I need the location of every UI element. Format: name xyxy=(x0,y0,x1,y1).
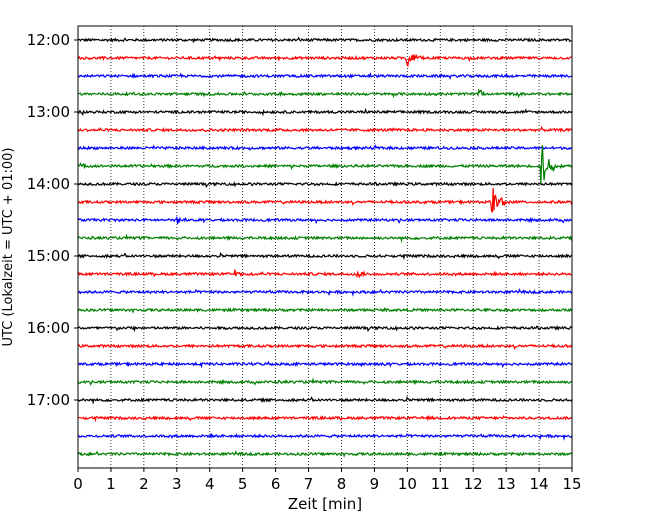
vertical-grid xyxy=(110,26,540,468)
trace-1400 xyxy=(77,181,573,189)
trace-1615 xyxy=(77,343,573,351)
trace-1745 xyxy=(77,450,573,458)
x-tick-label: 8 xyxy=(337,475,347,493)
x-tick-label: 11 xyxy=(431,475,450,493)
x-tick-label: 5 xyxy=(238,475,248,493)
trace-1245 xyxy=(77,88,573,99)
y-tick-label: 13:00 xyxy=(27,103,70,121)
trace-1630 xyxy=(78,360,573,369)
trace-1700 xyxy=(77,395,573,405)
x-tick-label: 3 xyxy=(172,475,182,493)
x-tick-label: 9 xyxy=(370,475,380,493)
x-tick-label: 12 xyxy=(464,475,483,493)
seismic-traces xyxy=(77,36,573,458)
x-tick-label: 10 xyxy=(398,475,417,493)
trace-1430 xyxy=(77,215,573,225)
x-tick-label: 13 xyxy=(497,475,516,493)
trace-1515 xyxy=(77,269,572,279)
x-tick-label: 0 xyxy=(73,475,83,493)
trace-1730 xyxy=(77,433,573,441)
x-tick-label: 4 xyxy=(205,475,215,493)
y-axis-label: UTC (Lokalzeit = UTC + 01:00) xyxy=(1,148,16,347)
x-tick-label: 7 xyxy=(304,475,314,493)
x-axis-label: Zeit [min] xyxy=(288,495,362,513)
trace-1330 xyxy=(77,144,573,151)
y-tick-label: 14:00 xyxy=(27,175,70,193)
trace-1530 xyxy=(77,288,573,297)
trace-1345 xyxy=(77,145,573,184)
trace-1645 xyxy=(77,377,573,386)
y-tick-label: 17:00 xyxy=(27,391,70,409)
trace-1315 xyxy=(77,125,573,133)
x-tick-label: 1 xyxy=(106,475,116,493)
x-axis-ticks: 0 1 2 3 4 5 6 7 8 9 10 11 12 13 14 15 xyxy=(73,468,582,493)
trace-1600 xyxy=(78,325,573,333)
trace-1445 xyxy=(77,233,573,243)
trace-1500 xyxy=(77,251,573,261)
trace-1415 xyxy=(77,187,573,213)
x-tick-label: 14 xyxy=(530,475,549,493)
trace-1545 xyxy=(77,307,573,314)
x-tick-label: 15 xyxy=(562,475,581,493)
y-tick-label: 16:00 xyxy=(27,319,70,337)
trace-1300 xyxy=(77,107,573,117)
x-tick-label: 6 xyxy=(271,475,281,493)
trace-1200 xyxy=(77,36,572,43)
y-tick-label: 12:00 xyxy=(27,31,70,49)
y-axis-ticks: 12:00 13:00 14:00 15:00 16:00 17:00 xyxy=(27,31,78,409)
y-tick-label: 15:00 xyxy=(27,247,70,265)
x-tick-label: 2 xyxy=(139,475,149,493)
trace-1215 xyxy=(77,53,573,68)
trace-1230 xyxy=(77,71,573,81)
plot-frame xyxy=(77,25,573,469)
trace-1715 xyxy=(77,414,573,423)
